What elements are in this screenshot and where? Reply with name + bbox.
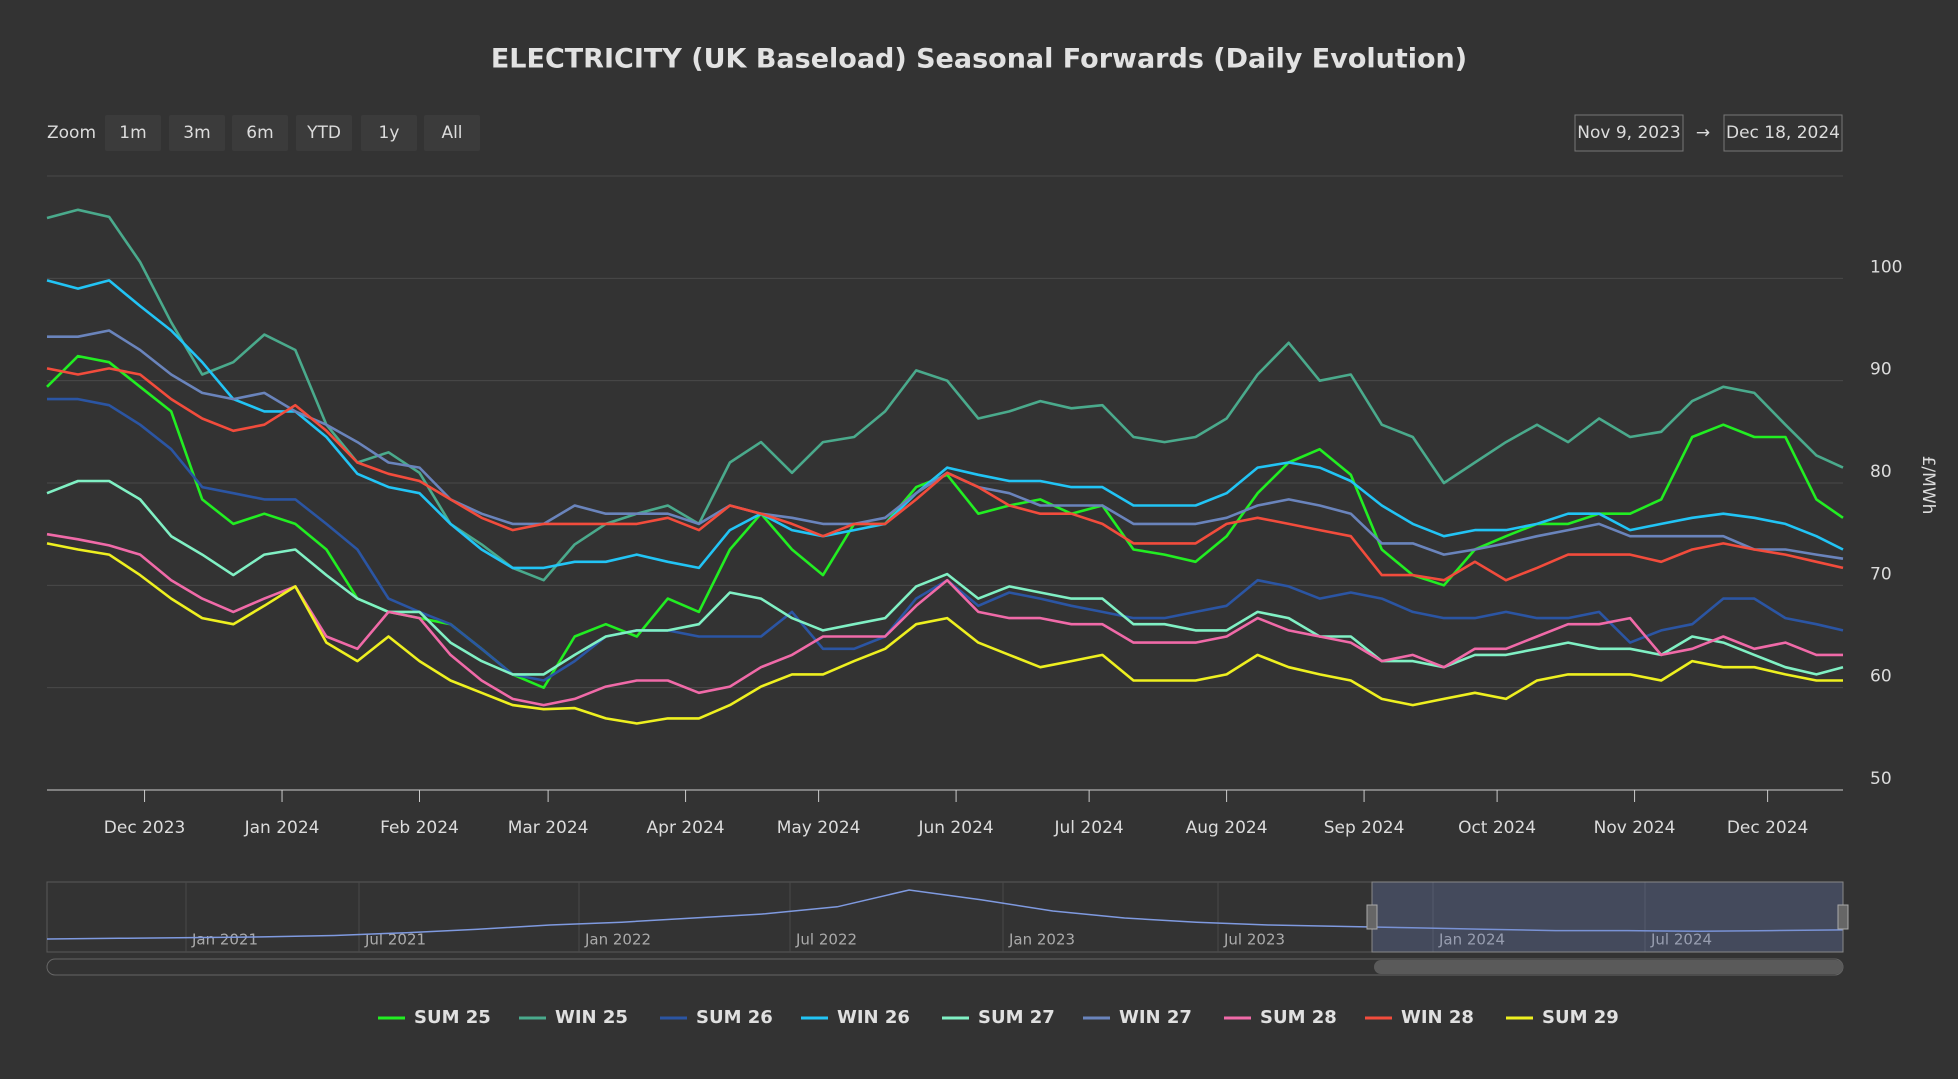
range-from[interactable]: Nov 9, 2023 [1577,123,1680,143]
x-tick-label: May 2024 [777,818,861,838]
zoom-button-label[interactable]: 3m [183,123,210,143]
zoom-button-label[interactable]: 6m [246,123,273,143]
navigator-label: Jul 2022 [795,931,857,949]
legend-label[interactable]: WIN 27 [1119,1007,1192,1028]
zoom-label: Zoom [47,123,96,143]
x-tick-label: Mar 2024 [508,818,589,838]
legend-label[interactable]: SUM 25 [414,1007,491,1028]
x-tick-label: Jan 2024 [244,818,320,838]
y-tick-label: 80 [1870,462,1892,482]
navigator-label: Jul 2023 [1223,931,1285,949]
navigator-line [46,889,1844,940]
legend-label[interactable]: SUM 27 [978,1007,1055,1028]
plot-area: 50 60 70 80 90 100 Dec 2023 Jan 2024 Feb 2024 Mar… [46,208,1902,838]
x-tick-label: Jul 2024 [1054,818,1124,838]
x-tick-label: Feb 2024 [380,818,459,838]
legend-label[interactable]: WIN 28 [1401,1007,1474,1028]
y-tick-label: 50 [1870,769,1892,789]
x-tick-label: Apr 2024 [647,818,725,838]
legend-label[interactable]: SUM 29 [1542,1007,1619,1028]
range-to-box[interactable] [1723,114,1843,152]
zoom-button[interactable] [169,115,225,151]
zoom-button[interactable] [361,115,417,151]
y-tick-label: 100 [1870,257,1902,277]
navigator-handle[interactable] [1366,904,1378,930]
range-from-box[interactable] [1574,114,1684,152]
x-tick-label: Oct 2024 [1458,818,1536,838]
zoom-button-label[interactable]: 1m [119,123,146,143]
series-line [46,208,1844,582]
zoom-button[interactable] [296,115,352,151]
series-line [46,542,1843,725]
zoom-buttons: 1m 3m 6m YTD 1y All [105,115,480,151]
x-tick-label: Dec 2023 [104,818,186,838]
series-line [46,354,1844,689]
navigator-label: Jan 2023 [1008,931,1075,949]
range-to[interactable]: Dec 18, 2024 [1726,123,1840,143]
navigator-handle[interactable] [1837,904,1849,930]
legend: SUM 25 WIN 25 SUM 26 WIN 26 SUM 27 WIN 27 SUM … [378,1007,1619,1028]
zoom-button[interactable] [232,115,288,151]
legend-label[interactable]: SUM 28 [1260,1007,1337,1028]
y-tick-label: 60 [1870,667,1892,687]
zoom-button[interactable] [105,115,161,151]
zoom-button-label[interactable]: 1y [379,123,400,143]
chart-title: ELECTRICITY (UK Baseload) Seasonal Forwa… [491,44,1467,75]
zoom-button-label[interactable]: All [441,123,462,143]
y-tick-label: 70 [1870,564,1892,584]
x-tick-label: Aug 2024 [1186,818,1268,838]
range-arrow: → [1696,123,1710,143]
x-tick-label: Jun 2024 [917,818,993,838]
x-tick-label: Sep 2024 [1324,818,1405,838]
series-line [46,479,1844,676]
navigator-label: Jul 2024 [1650,931,1712,949]
x-tick-label: Dec 2024 [1727,818,1809,838]
navigator-label: Jan 2024 [1438,931,1505,949]
navigator-label: Jul 2021 [364,931,426,949]
navigator-label: Jan 2022 [584,931,651,949]
series-line [46,532,1843,707]
series-line [46,367,1844,582]
zoom-button-label[interactable]: YTD [306,123,341,143]
navigator-selection[interactable] [1371,881,1844,953]
y-tick-label: 90 [1870,360,1892,380]
navigator-label: Jan 2021 [191,931,258,949]
legend-label[interactable]: SUM 26 [696,1007,773,1028]
scrollbar-thumb[interactable] [1374,960,1843,974]
legend-label[interactable]: WIN 26 [837,1007,910,1028]
series-line [46,279,1844,570]
y-axis-label: £/MWh [1918,456,1938,515]
x-tick-label: Nov 2024 [1594,818,1676,838]
navigator: Jan 2021 Jul 2021 Jan 2022 Jul 2022 Jan 2023… [46,881,1849,976]
legend-label[interactable]: WIN 25 [555,1007,628,1028]
zoom-button[interactable] [424,115,480,151]
